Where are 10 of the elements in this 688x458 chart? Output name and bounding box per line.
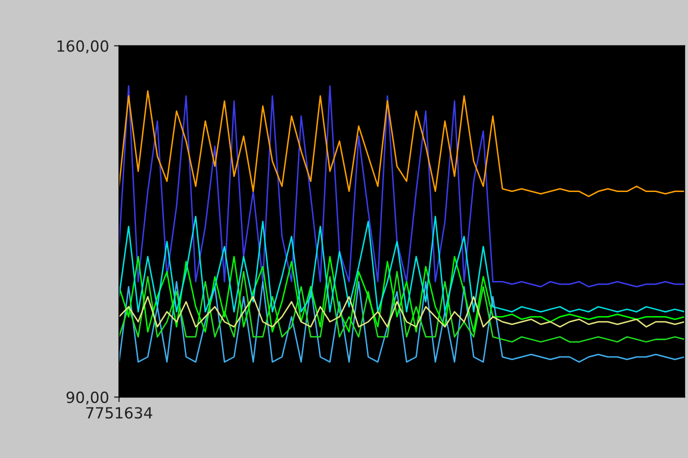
line-series: [119, 270, 685, 343]
line-series: [119, 90, 685, 198]
x-tick-label: 7751634: [86, 407, 152, 419]
line-series: [119, 296, 685, 328]
y-tick-label: 160,00: [58, 40, 108, 54]
y-tick-label: 90,00: [66, 392, 108, 405]
line-series: [119, 280, 685, 363]
line-series: [119, 216, 685, 312]
line-series: [119, 256, 685, 333]
line-series: [119, 85, 685, 288]
